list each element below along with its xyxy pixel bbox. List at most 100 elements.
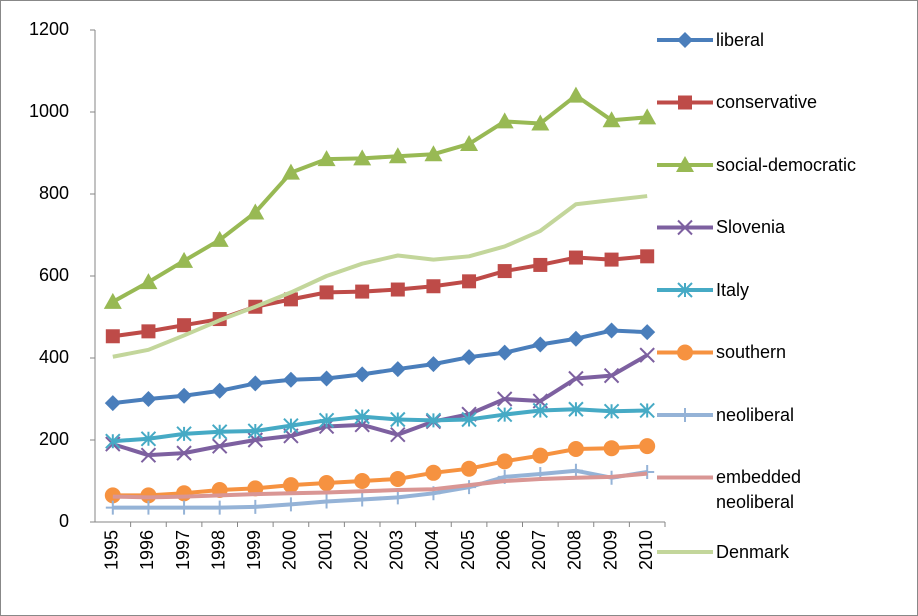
- y-tick-label: 800: [39, 183, 69, 203]
- point: [176, 485, 193, 502]
- x-tick-label: 1998: [208, 530, 228, 570]
- point: [140, 447, 157, 463]
- legend-label: Slovenia: [716, 217, 786, 237]
- x-tick-label: 2008: [565, 530, 585, 570]
- point: [496, 344, 513, 361]
- point: [318, 370, 335, 387]
- legend-label: Italy: [716, 279, 750, 300]
- x-tick-label: 2010: [636, 530, 656, 570]
- point: [175, 251, 194, 268]
- x-tick-label: 1996: [137, 530, 157, 570]
- point: [140, 487, 157, 504]
- point: [461, 460, 478, 477]
- x-tick-label: 2005: [458, 530, 478, 570]
- point: [603, 322, 620, 339]
- point: [568, 250, 583, 265]
- point: [176, 387, 193, 404]
- x-tick-label: 2006: [493, 530, 513, 570]
- point: [460, 134, 479, 151]
- x-tick-label: 1997: [173, 530, 193, 570]
- x-tick-label: 2003: [387, 530, 407, 570]
- x-tick-label: 2000: [280, 530, 300, 570]
- point: [603, 367, 620, 384]
- x-tick-label: 2009: [600, 530, 620, 570]
- legend-marker: [676, 156, 694, 172]
- legend-marker: [678, 408, 692, 422]
- point: [141, 500, 156, 515]
- point: [533, 257, 548, 272]
- point: [354, 408, 370, 425]
- x-tick-label: 2001: [315, 530, 335, 570]
- legend-marker: [677, 344, 693, 361]
- point: [177, 318, 192, 333]
- point: [496, 453, 513, 470]
- point: [638, 108, 657, 125]
- series-line: [112, 328, 648, 406]
- x-tick-label: 1995: [102, 530, 122, 570]
- point: [532, 402, 549, 419]
- series: [112, 471, 648, 500]
- point: [248, 499, 263, 514]
- point: [140, 431, 157, 447]
- point: [104, 487, 121, 504]
- y-tick-label: 1000: [29, 101, 69, 121]
- series-line: [112, 444, 648, 498]
- point: [246, 203, 265, 220]
- point: [462, 274, 477, 289]
- point: [354, 366, 371, 383]
- series-line: [111, 93, 648, 304]
- point: [355, 284, 370, 299]
- point: [532, 447, 549, 464]
- point: [354, 473, 371, 489]
- point: [212, 500, 227, 515]
- series: [105, 463, 655, 515]
- y-tick-label: 400: [39, 347, 69, 367]
- point: [355, 492, 370, 507]
- point: [318, 412, 335, 429]
- point: [497, 264, 512, 279]
- point: [281, 163, 300, 180]
- point: [211, 438, 228, 454]
- series-line: [112, 353, 649, 458]
- y-tick-label: 1200: [29, 19, 69, 39]
- legend-label: southern: [716, 342, 787, 362]
- point: [247, 423, 264, 439]
- point: [602, 111, 621, 128]
- x-tick-label: 2002: [351, 530, 371, 570]
- point: [568, 370, 584, 387]
- point: [604, 252, 619, 267]
- series: [103, 86, 657, 309]
- point: [139, 273, 158, 290]
- point: [532, 336, 549, 353]
- point: [568, 401, 584, 417]
- point: [390, 490, 405, 505]
- point: [495, 112, 514, 129]
- legend-label: conservative: [716, 92, 818, 112]
- y-tick-label: 600: [39, 265, 69, 285]
- point: [425, 412, 442, 429]
- point: [283, 497, 298, 512]
- series-line: [112, 468, 648, 510]
- point: [390, 282, 405, 297]
- point: [424, 145, 443, 162]
- legend-label: social-democratic: [716, 154, 857, 175]
- legend-label: neoliberal: [716, 404, 795, 425]
- series: [105, 249, 655, 344]
- point: [211, 424, 228, 440]
- series: [104, 322, 656, 412]
- point: [282, 371, 299, 388]
- series-line: [112, 471, 648, 500]
- point: [317, 150, 336, 167]
- point: [103, 292, 122, 309]
- point: [640, 249, 655, 264]
- point: [639, 438, 656, 455]
- point: [319, 494, 334, 509]
- point: [567, 441, 584, 458]
- point: [105, 500, 120, 515]
- series-line: [112, 254, 648, 339]
- point: [318, 475, 335, 492]
- point: [247, 375, 264, 392]
- point: [210, 230, 229, 247]
